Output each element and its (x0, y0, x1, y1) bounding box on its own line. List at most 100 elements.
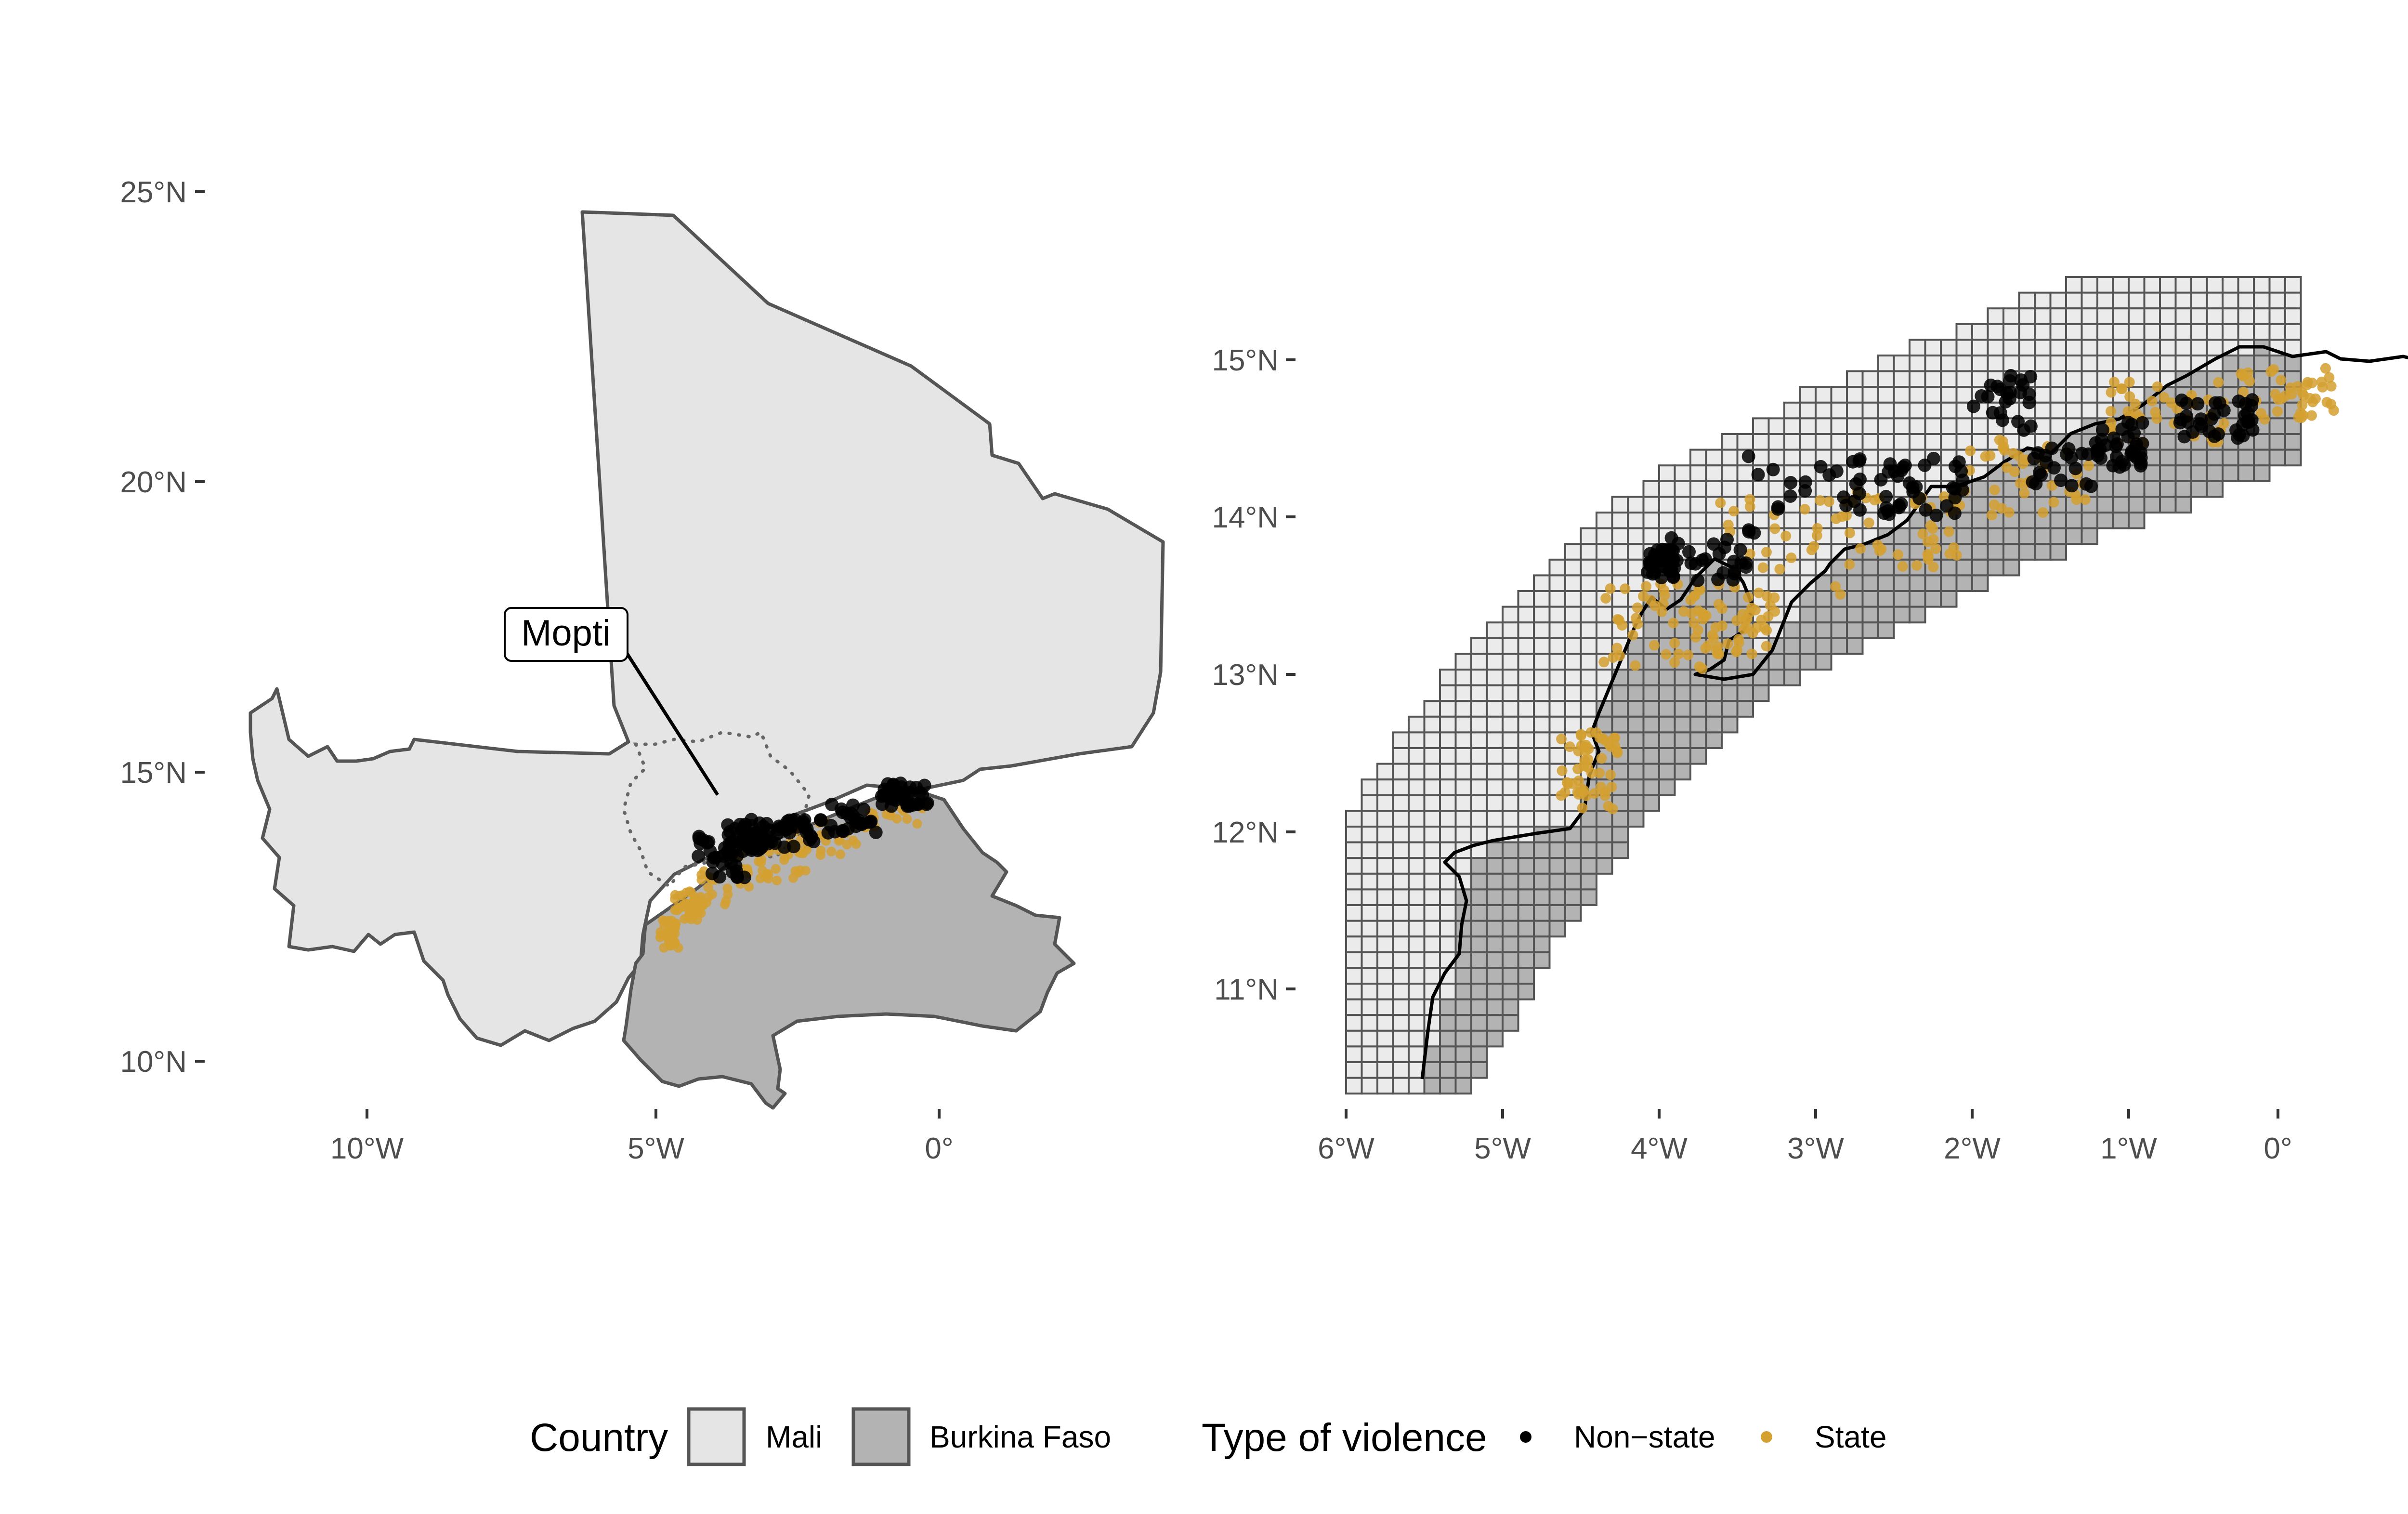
grid-cell (2065, 307, 2083, 325)
grid-cell (1533, 888, 1551, 907)
grid-cell (1361, 1045, 1378, 1063)
state-event-point (1855, 543, 1866, 554)
left-y-tick: 10°N (120, 1045, 205, 1079)
grid-cell (1361, 904, 1378, 922)
non-state-event-point (813, 813, 827, 827)
grid-cell (1408, 1014, 1426, 1032)
grid-cell (1846, 606, 1864, 624)
grid-cell (1423, 1077, 1441, 1095)
grid-cell (1580, 810, 1597, 828)
grid-cell (1877, 355, 1895, 372)
grid-cell (1767, 480, 1785, 498)
grid-cell (1767, 653, 1785, 671)
state-event-point (2259, 414, 2270, 425)
grid-cell (1470, 1045, 1488, 1063)
grid-cell (1971, 512, 1989, 529)
state-event-point (693, 899, 703, 909)
right-x-tick: 1°W (2100, 1109, 2157, 1165)
left-y-tick-label: 10°N (120, 1045, 187, 1079)
grid-cell (2096, 339, 2114, 357)
grid-cell (1705, 684, 1723, 702)
grid-cell (1893, 386, 1911, 404)
grid-cell (1580, 574, 1597, 592)
grid-cell (2206, 464, 2224, 482)
grid-cell (1564, 904, 1582, 922)
non-state-event-point (2094, 433, 2108, 447)
grid-cell (1893, 433, 1911, 451)
grid-cell (1877, 574, 1895, 592)
grid-cell (2174, 323, 2192, 341)
grid-cell (1830, 527, 1848, 545)
grid-cell (2143, 291, 2161, 310)
grid-cell (1423, 778, 1441, 796)
state-event-point (788, 873, 798, 883)
state-event-point (1869, 495, 1880, 506)
state-event-point (1741, 621, 1752, 632)
grid-cell (2143, 339, 2161, 357)
legend: Country Mali Burkina Faso Type of violen… (530, 1407, 1886, 1466)
grid-cell (1345, 841, 1363, 859)
grid-cell (1439, 983, 1457, 1001)
grid-cell (2237, 291, 2255, 310)
state-event-point (1596, 781, 1607, 792)
grid-cell (1517, 951, 1535, 969)
non-state-event-point (2003, 374, 2017, 388)
grid-cell (1846, 590, 1864, 608)
non-state-event-point (1919, 503, 1933, 517)
state-event-point (1989, 500, 2000, 510)
left-x-tick-label: 5°W (628, 1132, 684, 1165)
state-event-point (1627, 630, 1638, 641)
grid-cell (1454, 826, 1472, 843)
non-state-event-point (2026, 475, 2040, 489)
non-state-event-point (2109, 450, 2123, 464)
grid-cell (1423, 731, 1441, 750)
grid-cell (1423, 810, 1441, 828)
grid-cell (1470, 810, 1488, 828)
state-event-point (1641, 581, 1652, 592)
state-event-point (2124, 391, 2135, 402)
mali-polygon (249, 210, 1165, 1047)
grid-cell (2206, 291, 2224, 310)
grid-cell (1423, 794, 1441, 812)
grid-cell (1627, 731, 1645, 750)
grid-cell (1502, 606, 1519, 624)
grid-cell (1502, 731, 1519, 750)
grid-cell (1940, 401, 1958, 420)
grid-cell (1470, 700, 1488, 718)
grid-cell (1439, 998, 1457, 1016)
grid-cell (1345, 998, 1363, 1016)
grid-cell (1470, 872, 1488, 891)
grid-cell (1470, 1029, 1488, 1048)
grid-cell (1454, 684, 1472, 702)
non-state-event-point (864, 815, 878, 829)
grid-cell (1361, 983, 1378, 1001)
grid-cell (1454, 653, 1472, 671)
grid-cell (1611, 826, 1629, 843)
grid-cell (1799, 433, 1817, 451)
grid-cell (1502, 983, 1519, 1001)
state-event-point (1746, 648, 1757, 659)
grid-cell (1454, 731, 1472, 750)
grid-cell (1548, 684, 1566, 702)
grid-cell (1486, 747, 1504, 765)
grid-cell (1611, 700, 1629, 718)
grid-cell (2253, 276, 2271, 294)
non-state-event-point (869, 826, 883, 839)
grid-cell (1423, 700, 1441, 718)
grid-cell (2190, 370, 2208, 388)
non-state-event-point (1952, 455, 1966, 469)
grid-cell (1548, 857, 1566, 875)
state-event-point (2302, 377, 2313, 388)
non-state-event-point (1739, 556, 1753, 570)
state-event-point (680, 914, 690, 924)
grid-cell (1877, 558, 1895, 577)
grid-cell (1439, 700, 1457, 718)
grid-cell (1517, 920, 1535, 938)
grid-cell (1486, 998, 1504, 1016)
state-event-point (696, 908, 706, 918)
state-event-point (1998, 441, 2009, 452)
grid-cell (2112, 480, 2130, 498)
grid-cell (1799, 606, 1817, 624)
grid-cell (1361, 1029, 1378, 1048)
grid-cell (1517, 841, 1535, 859)
